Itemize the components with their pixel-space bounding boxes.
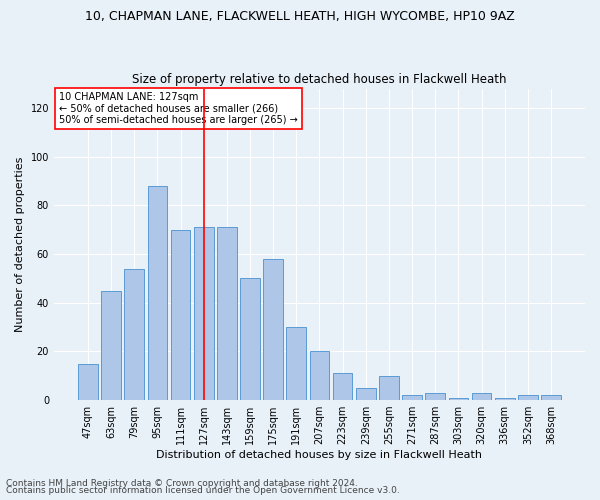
Bar — [240, 278, 260, 400]
Bar — [101, 290, 121, 400]
Text: Contains public sector information licensed under the Open Government Licence v3: Contains public sector information licen… — [6, 486, 400, 495]
Bar — [217, 228, 236, 400]
Bar — [124, 268, 144, 400]
Bar — [402, 395, 422, 400]
Bar — [472, 393, 491, 400]
Bar — [194, 228, 214, 400]
Bar — [449, 398, 468, 400]
Bar — [356, 388, 376, 400]
Bar — [170, 230, 190, 400]
Text: 10, CHAPMAN LANE, FLACKWELL HEATH, HIGH WYCOMBE, HP10 9AZ: 10, CHAPMAN LANE, FLACKWELL HEATH, HIGH … — [85, 10, 515, 23]
Bar — [286, 327, 306, 400]
Bar — [333, 374, 352, 400]
Text: Contains HM Land Registry data © Crown copyright and database right 2024.: Contains HM Land Registry data © Crown c… — [6, 478, 358, 488]
Bar — [518, 395, 538, 400]
Bar — [541, 395, 561, 400]
Bar — [495, 398, 515, 400]
Bar — [425, 393, 445, 400]
Bar — [78, 364, 98, 400]
X-axis label: Distribution of detached houses by size in Flackwell Heath: Distribution of detached houses by size … — [157, 450, 482, 460]
Bar — [379, 376, 399, 400]
Title: Size of property relative to detached houses in Flackwell Heath: Size of property relative to detached ho… — [132, 73, 507, 86]
Bar — [148, 186, 167, 400]
Y-axis label: Number of detached properties: Number of detached properties — [15, 156, 25, 332]
Text: 10 CHAPMAN LANE: 127sqm
← 50% of detached houses are smaller (266)
50% of semi-d: 10 CHAPMAN LANE: 127sqm ← 50% of detache… — [59, 92, 298, 125]
Bar — [263, 259, 283, 400]
Bar — [310, 352, 329, 400]
